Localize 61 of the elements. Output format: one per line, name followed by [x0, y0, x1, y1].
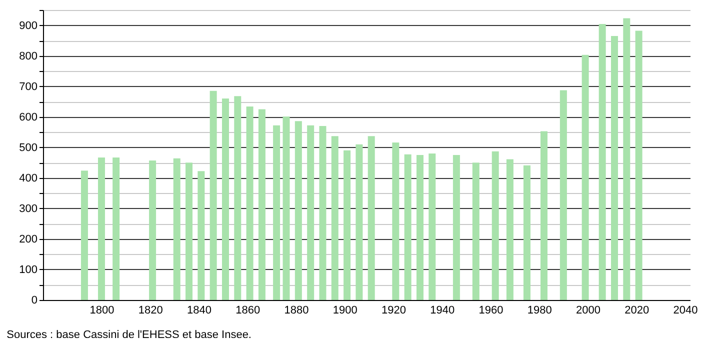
bar	[273, 125, 280, 300]
y-tick-label: 400	[19, 172, 38, 184]
bar	[222, 98, 229, 300]
y-tick-label: 500	[19, 142, 38, 154]
y-tick-label: 900	[19, 20, 38, 32]
bar	[307, 125, 314, 300]
y-tick-label: 200	[19, 233, 38, 246]
x-tick-label: 1920	[382, 304, 406, 316]
y-tick-label: 0	[31, 294, 38, 306]
y-tick-label: 800	[19, 50, 38, 62]
bar	[331, 136, 338, 300]
x-tick-label: 2020	[624, 304, 650, 316]
bar	[234, 96, 242, 300]
bar	[294, 121, 302, 300]
bar	[506, 159, 514, 300]
bar	[610, 36, 618, 300]
bar	[472, 162, 480, 300]
y-tick-label: 700	[19, 80, 38, 93]
bar	[560, 90, 567, 300]
bar	[404, 154, 412, 300]
x-tick-label: 1960	[478, 304, 504, 316]
bar	[210, 90, 217, 300]
bar	[623, 18, 630, 300]
bar	[635, 30, 642, 300]
bar	[173, 158, 180, 300]
bar	[112, 157, 120, 300]
x-tick-label: 1900	[332, 304, 358, 316]
bar	[582, 54, 589, 300]
bar	[452, 155, 460, 300]
bar	[416, 155, 424, 300]
bar	[198, 171, 205, 300]
bar	[356, 144, 363, 300]
bar	[598, 24, 606, 300]
source-note: Sources : base Cassini de l'EHESS et base Insee.	[6, 329, 252, 340]
y-tick-label: 300	[19, 202, 38, 215]
bar	[98, 157, 105, 300]
x-tick-label: 1940	[430, 304, 455, 316]
bar	[523, 165, 530, 300]
x-tick-label: 2000	[576, 304, 600, 316]
bar	[540, 131, 548, 300]
bar	[492, 151, 499, 300]
bar	[282, 116, 290, 300]
bar	[428, 153, 436, 300]
bar	[149, 160, 156, 300]
bar	[344, 150, 351, 300]
bar	[368, 136, 375, 300]
y-tick-label: 100	[19, 264, 38, 276]
bar	[258, 109, 266, 300]
x-tick-label: 2040	[673, 304, 698, 316]
y-tick-label: 600	[19, 111, 38, 124]
bar	[80, 170, 88, 300]
bar	[246, 106, 254, 300]
x-tick-label: 1820	[138, 304, 163, 316]
bar	[392, 142, 400, 300]
x-tick-label: 1860	[236, 304, 260, 316]
bar	[319, 126, 326, 300]
x-tick-label: 1800	[90, 304, 114, 316]
x-tick-label: 1880	[284, 304, 309, 316]
bar	[186, 162, 193, 300]
x-tick-label: 1980	[527, 304, 552, 316]
x-tick-label: 1840	[187, 304, 212, 316]
